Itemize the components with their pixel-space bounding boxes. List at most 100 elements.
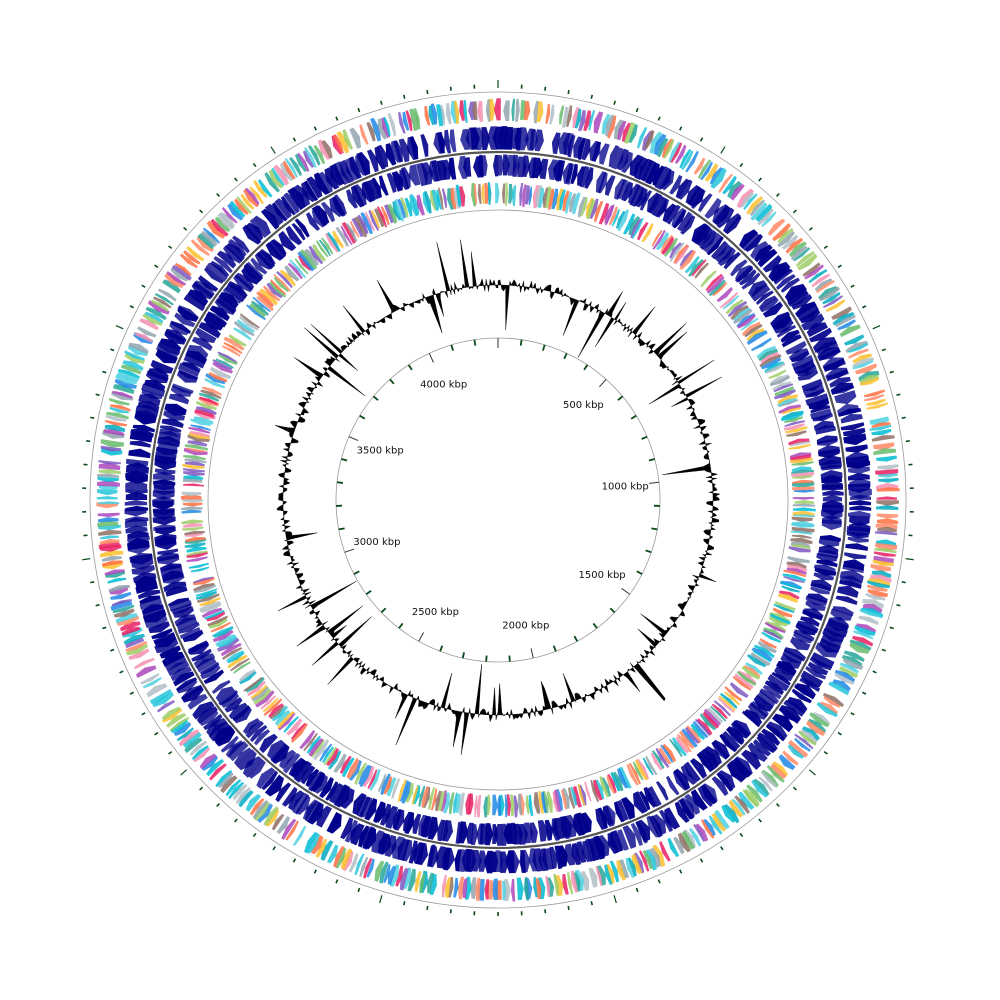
forward-cds [822, 358, 845, 371]
reverse-cds [174, 614, 196, 627]
inner-feature [230, 658, 250, 672]
outer-feature [336, 131, 350, 154]
inner-feature [744, 324, 763, 338]
inner-feature [360, 212, 373, 235]
outer-feature [793, 247, 811, 262]
outer-tick [837, 264, 842, 269]
outer-feature [97, 480, 120, 487]
outer-feature [128, 342, 149, 355]
inner-feature [791, 534, 812, 539]
outer-feature [363, 857, 373, 879]
outer-feature [453, 100, 460, 125]
minor-tick [372, 395, 379, 401]
outer-feature [657, 137, 669, 158]
outer-feature [795, 251, 815, 267]
inner-feature [256, 291, 275, 308]
inner-feature [238, 670, 257, 685]
outer-feature [164, 272, 185, 289]
reverse-cds [455, 822, 463, 844]
inner-feature [637, 221, 649, 241]
outer-feature [553, 873, 559, 896]
inner-feature [196, 593, 220, 603]
outer-feature [814, 278, 833, 292]
inner-feature [255, 690, 275, 708]
forward-cds [836, 585, 859, 598]
outer-feature [115, 373, 138, 385]
outer-feature [867, 588, 889, 597]
forward-cds [167, 661, 190, 677]
reverse-cds [152, 508, 175, 516]
reverse-cds [723, 251, 741, 270]
forward-cds [131, 564, 155, 576]
reverse-cds [401, 167, 411, 189]
forward-cds [377, 144, 389, 168]
major-tick [428, 353, 434, 363]
forward-cds [845, 444, 868, 453]
outer-feature [757, 208, 774, 226]
forward-cds [843, 433, 867, 446]
forward-cds [408, 840, 418, 864]
reverse-cds [498, 155, 505, 176]
outer-feature [849, 639, 872, 651]
inner-feature [700, 270, 717, 288]
guide-circle [89, 91, 907, 909]
forward-cds [716, 772, 734, 792]
outer-feature [510, 878, 516, 902]
reverse-cds-track [152, 154, 844, 846]
inner-feature [204, 609, 225, 620]
inner-feature [787, 556, 810, 564]
inner-feature [623, 213, 636, 235]
reverse-cds [741, 710, 761, 728]
outer-feature [142, 676, 162, 689]
inner-feature [793, 514, 816, 518]
outer-tick [699, 137, 704, 142]
forward-cds [199, 710, 219, 726]
outer-feature [220, 775, 238, 794]
inner-feature [220, 642, 242, 657]
inner-feature [674, 245, 689, 265]
inner-feature [194, 409, 215, 418]
reverse-cds [316, 205, 330, 224]
inner-feature [260, 695, 277, 710]
outer-feature [693, 824, 706, 843]
outer-feature [271, 813, 285, 831]
reverse-cds [259, 733, 278, 754]
reverse-cds [319, 777, 334, 798]
inner-feature [694, 262, 709, 279]
inner-feature [562, 787, 570, 810]
outer-feature [572, 106, 580, 129]
inner-feature [772, 381, 792, 391]
outer-feature [125, 638, 145, 649]
outer-feature [144, 311, 164, 324]
outer-feature [787, 744, 805, 759]
inner-feature [326, 747, 340, 767]
inner-feature [345, 222, 358, 242]
outer-feature [870, 563, 892, 572]
inner-feature [658, 747, 672, 765]
inner-feature [397, 779, 407, 802]
forward-cds [292, 184, 310, 208]
outer-feature [788, 739, 809, 758]
outer-feature [876, 487, 900, 492]
reverse-cds [272, 746, 288, 764]
reverse-cds [703, 232, 723, 254]
gc-content-track [274, 239, 722, 755]
inner-feature [332, 230, 345, 249]
outer-feature [871, 422, 891, 429]
inner-feature [477, 183, 482, 205]
outer-feature [428, 105, 435, 126]
forward-cds [846, 460, 871, 469]
inner-feature [233, 327, 252, 341]
inner-feature [547, 188, 555, 210]
inner-feature [198, 392, 220, 402]
reverse-cds [412, 813, 422, 835]
outer-feature [851, 635, 874, 647]
reverse-cds [758, 295, 777, 310]
inner-feature [243, 676, 263, 692]
inner-feature [661, 237, 675, 255]
outer-feature [289, 156, 303, 177]
forward-cds [374, 146, 386, 170]
reverse-cds [570, 163, 578, 185]
outer-tick [635, 887, 639, 893]
outer-feature [340, 848, 353, 870]
